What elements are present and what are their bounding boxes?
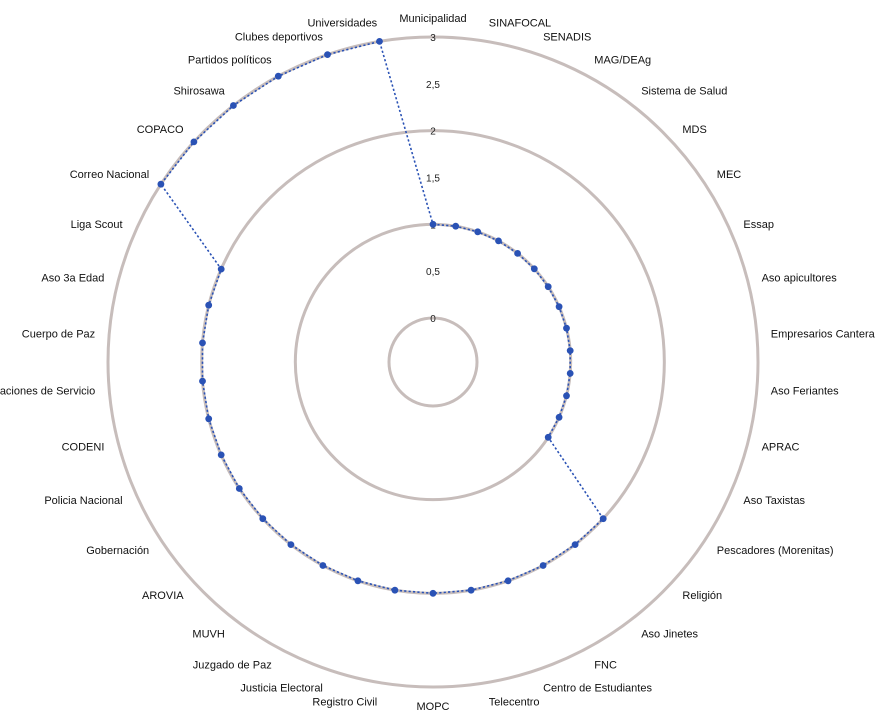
data-point	[235, 485, 243, 492]
tick-label: 3	[430, 33, 436, 44]
category-label: SENADIS	[543, 32, 591, 44]
data-point	[474, 228, 482, 236]
data-series	[157, 38, 607, 597]
data-point	[495, 237, 502, 245]
category-label: Religión	[682, 590, 722, 602]
data-point	[190, 138, 198, 146]
category-label: Cuerpo de Paz	[22, 329, 95, 341]
data-point	[324, 51, 331, 58]
data-point	[566, 347, 574, 354]
data-point	[429, 589, 437, 597]
category-label: Registro Civil	[312, 696, 377, 708]
category-label: MDS	[682, 124, 706, 136]
category-label: Universidades	[307, 18, 377, 30]
category-label: Aso apicultores	[762, 273, 838, 285]
data-point	[544, 433, 552, 441]
category-label: COPACO	[137, 124, 184, 136]
data-point	[566, 370, 574, 377]
category-label: Gobernación	[86, 545, 149, 557]
category-label: Shirosawa	[173, 86, 225, 98]
category-label: Telecentro	[489, 696, 540, 708]
category-label: Correo Nacional	[70, 169, 149, 181]
data-point	[467, 586, 475, 594]
data-point	[555, 303, 563, 311]
data-point	[514, 250, 521, 257]
data-point	[530, 265, 538, 273]
grid-ring	[200, 129, 666, 595]
category-label: Justicia Electoral	[240, 682, 323, 694]
category-label: Aso Jinetes	[641, 628, 698, 640]
category-label: Essap	[743, 219, 774, 231]
data-point	[555, 413, 563, 421]
tick-label: 0,5	[426, 267, 440, 278]
data-point	[217, 265, 225, 273]
data-point	[319, 562, 327, 569]
data-point	[391, 586, 399, 594]
category-label: SINAFOCAL	[489, 18, 551, 30]
tick-label: 0	[430, 314, 436, 325]
tick-label: 2	[430, 127, 436, 138]
category-label: Liga Scout	[71, 219, 123, 231]
category-label: APRAC	[762, 441, 800, 453]
data-point	[259, 515, 267, 523]
tick-label: 1,5	[426, 174, 440, 185]
data-point	[452, 222, 460, 230]
data-point	[157, 180, 165, 188]
series-line	[159, 40, 605, 595]
data-point	[287, 541, 295, 548]
category-label: Partidos políticos	[188, 55, 272, 67]
data-point	[376, 38, 383, 45]
category-label: Empresarios Cantera	[771, 329, 876, 341]
category-label: Estaciones de Servicio	[0, 385, 95, 397]
data-point	[429, 220, 437, 228]
data-point	[599, 515, 607, 523]
category-label: MOPC	[417, 701, 450, 713]
category-label: MAG/DEAg	[594, 55, 651, 67]
category-label: Juzgado de Paz	[193, 660, 272, 672]
category-label: Aso Feriantes	[771, 385, 839, 397]
data-point	[199, 339, 206, 347]
data-point	[274, 72, 282, 80]
category-label: MEC	[717, 169, 742, 181]
category-label: Pescadores (Morenitas)	[717, 545, 834, 557]
data-point	[571, 541, 579, 548]
category-label: AROVIA	[142, 590, 184, 602]
tick-label: 2,5	[426, 80, 440, 91]
grid-ring	[293, 222, 573, 502]
category-label: Aso Taxistas	[743, 495, 805, 507]
grid-ring	[387, 316, 479, 408]
data-point	[199, 377, 206, 385]
radial-tick-labels: 00,511,522,53	[426, 33, 440, 325]
data-point	[205, 301, 213, 309]
data-point	[230, 102, 237, 109]
category-label: MUVH	[192, 628, 224, 640]
category-label: FNC	[594, 660, 617, 672]
category-label: CODENI	[62, 441, 105, 453]
data-point	[539, 562, 547, 569]
data-point	[217, 451, 225, 459]
data-point	[205, 415, 213, 423]
data-point	[504, 577, 512, 585]
category-label: Clubes deportivos	[235, 32, 324, 44]
category-label: Sistema de Salud	[641, 86, 727, 98]
category-label: Centro de Estudiantes	[543, 682, 652, 694]
data-point	[544, 283, 552, 291]
data-point	[354, 577, 362, 585]
data-point	[563, 392, 570, 400]
category-label: Municipalidad	[399, 13, 466, 25]
grid-ring	[106, 35, 760, 689]
category-label: Aso 3a Edad	[41, 273, 104, 285]
category-label: Policia Nacional	[44, 495, 122, 507]
data-point	[563, 324, 570, 332]
